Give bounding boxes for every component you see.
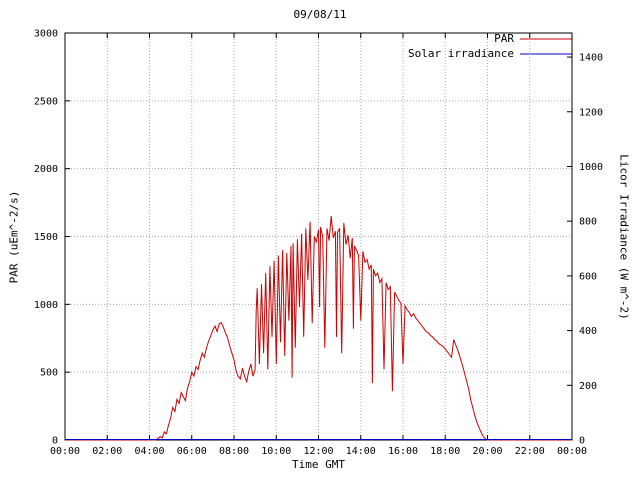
y-right-tick-label: 0: [579, 436, 585, 447]
legend-row: PAR: [408, 31, 572, 46]
y-right-tick-label: 1400: [579, 53, 603, 64]
y-right-tick-label: 200: [579, 381, 597, 392]
y-left-tick-label: 1500: [34, 232, 58, 243]
x-tick-label: 14:00: [346, 446, 376, 457]
legend-line-sample: [520, 53, 572, 54]
x-tick-label: 00:00: [50, 446, 80, 457]
x-tick-label: 00:00: [557, 446, 587, 457]
legend-line-sample: [520, 38, 572, 39]
y-left-tick-label: 1000: [34, 300, 58, 311]
y-right-tick-label: 800: [579, 217, 597, 228]
chart-title: 09/08/11: [293, 8, 347, 21]
legend: PAR Solar irradiance: [408, 31, 572, 61]
x-tick-label: 04:00: [134, 446, 164, 457]
x-tick-label: 02:00: [92, 446, 122, 457]
x-tick-label: 22:00: [515, 446, 545, 457]
x-axis-label: Time GMT: [292, 458, 345, 471]
x-tick-label: 18:00: [430, 446, 460, 457]
y-left-tick-label: 3000: [34, 29, 58, 40]
y-right-tick-label: 600: [579, 271, 597, 282]
y-right-tick-label: 400: [579, 326, 597, 337]
y-left-tick-label: 0: [52, 436, 58, 447]
y-left-tick-label: 2500: [34, 96, 58, 107]
y-right-tick-label: 1200: [579, 107, 603, 118]
y-left-tick-label: 500: [40, 368, 58, 379]
x-tick-label: 12:00: [303, 446, 333, 457]
x-tick-label: 06:00: [177, 446, 207, 457]
y-right-tick-label: 1000: [579, 162, 603, 173]
y-left-tick-label: 2000: [34, 164, 58, 175]
x-tick-label: 10:00: [261, 446, 291, 457]
legend-row: Solar irradiance: [408, 46, 572, 61]
series-line-par: [65, 216, 572, 441]
x-tick-label: 16:00: [388, 446, 418, 457]
x-tick-label: 08:00: [219, 446, 249, 457]
legend-label: Solar irradiance: [408, 47, 514, 60]
x-tick-label: 20:00: [472, 446, 502, 457]
legend-label: PAR: [494, 32, 514, 45]
